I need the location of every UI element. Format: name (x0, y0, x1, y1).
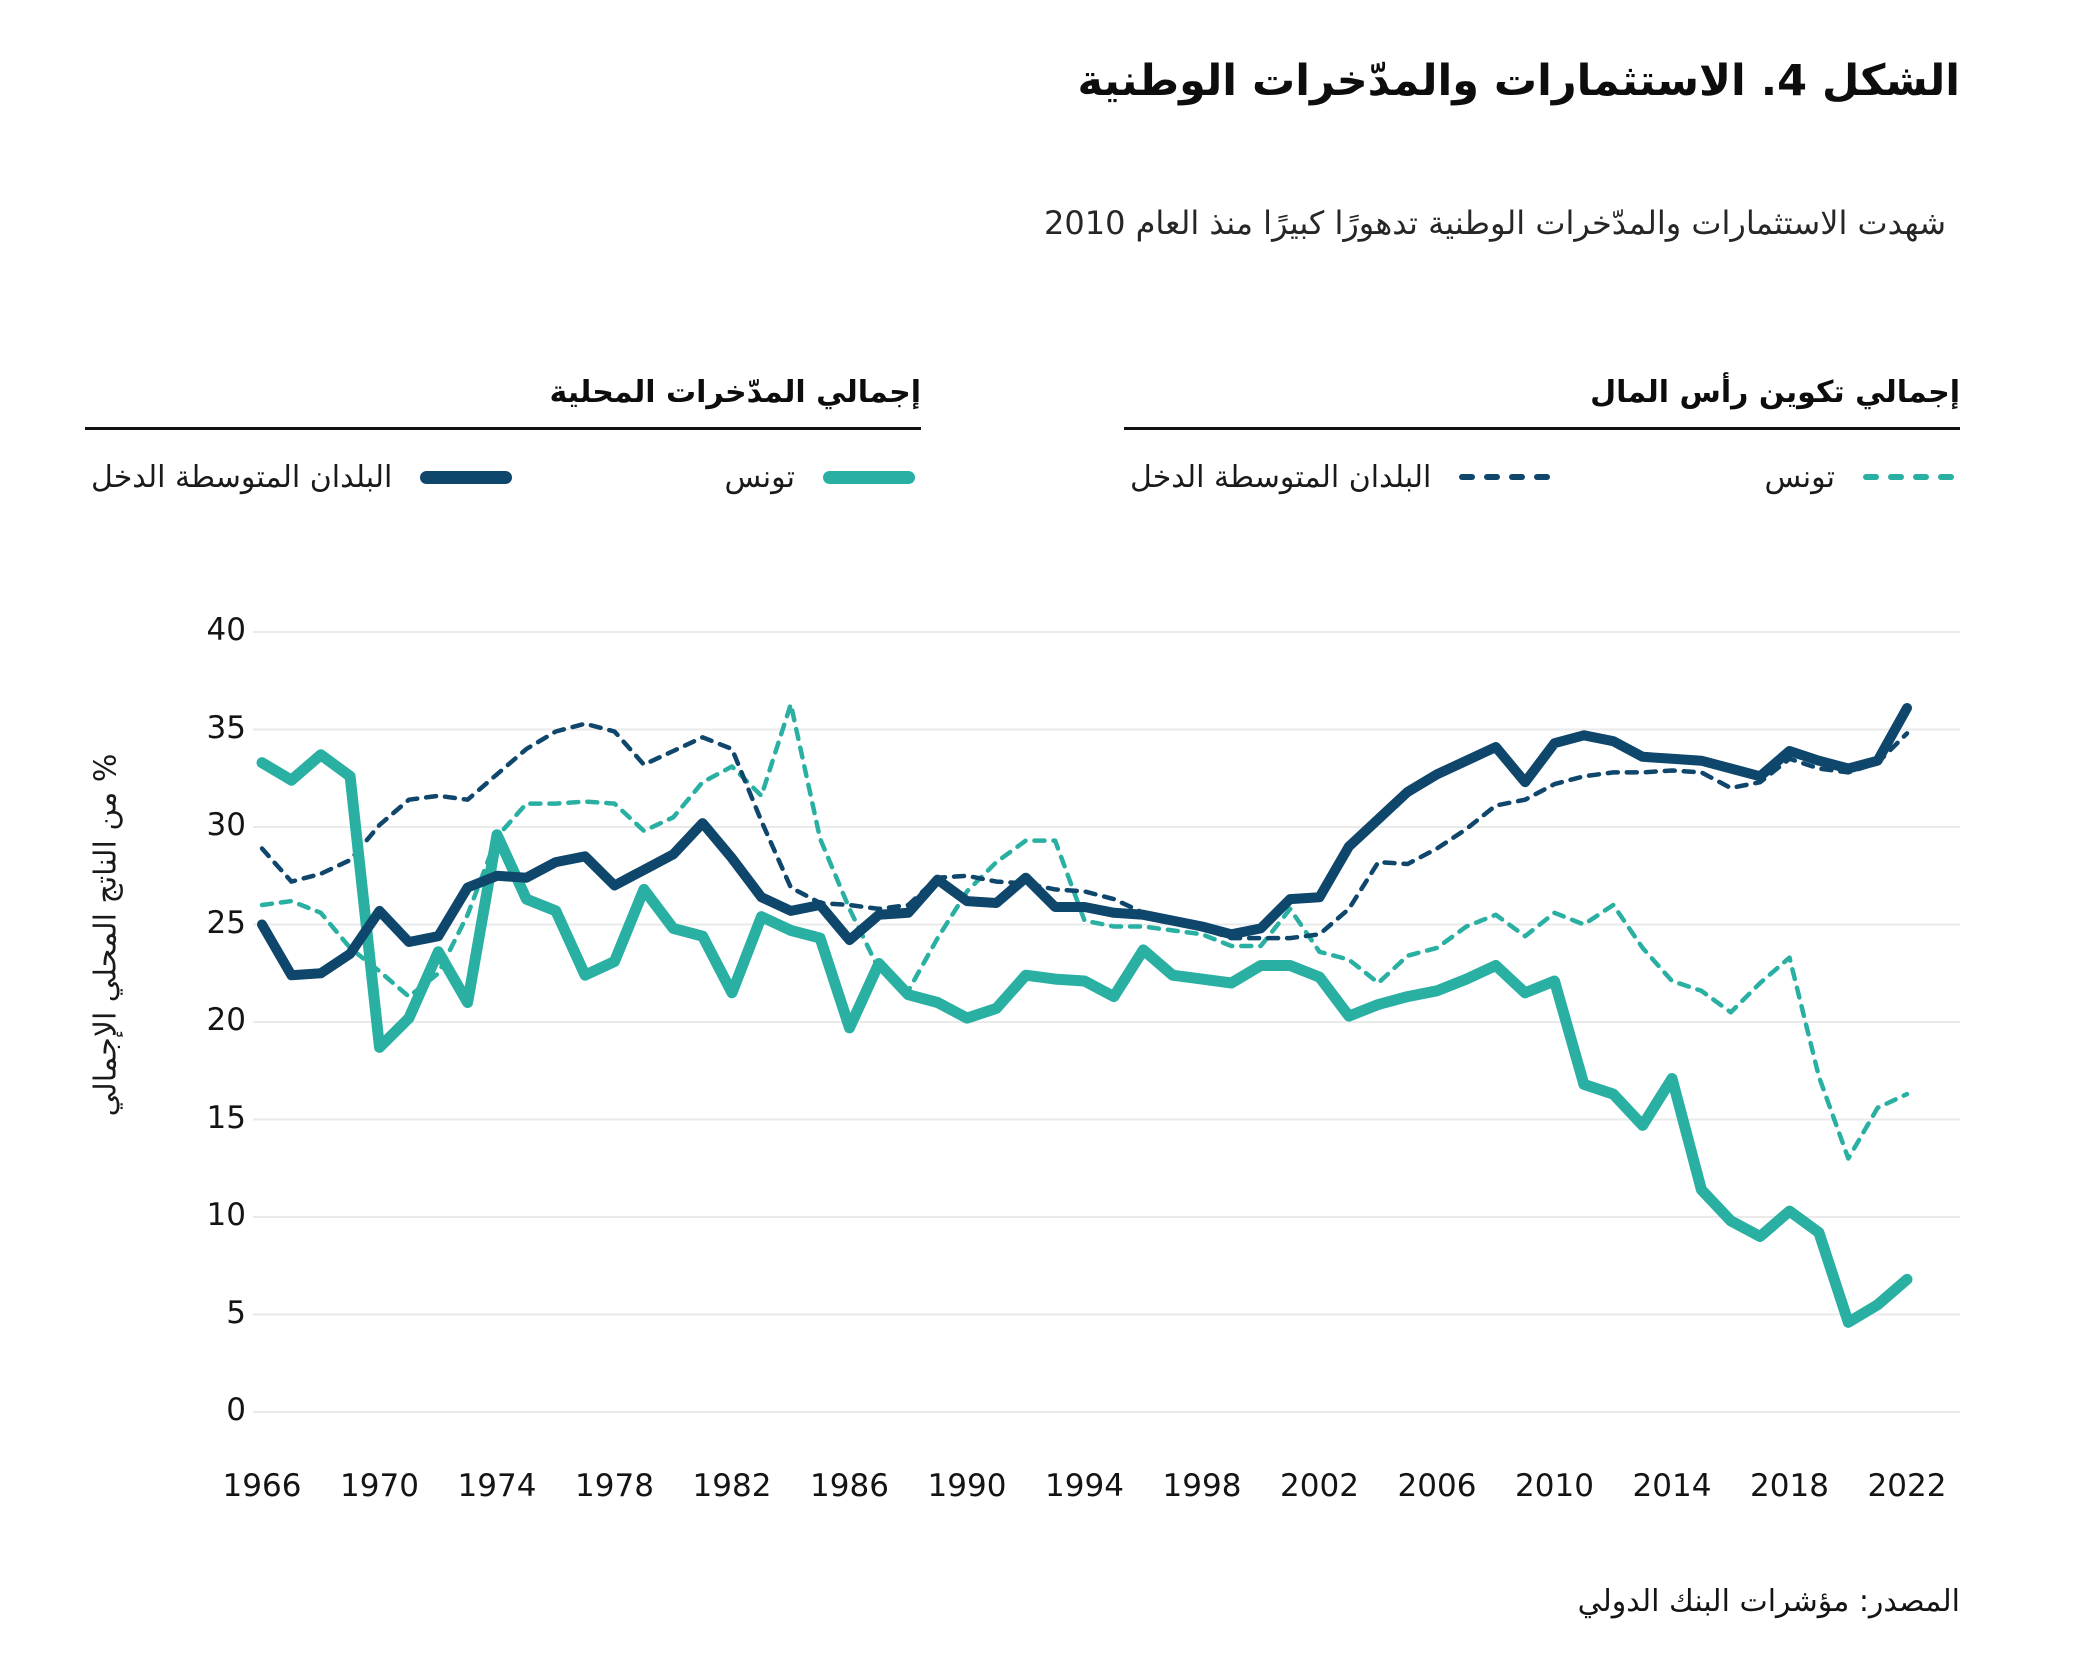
legend-item-gds-tunisia: تونس (725, 460, 915, 495)
source-note: المصدر: مؤشرات البنك الدولي (1577, 1584, 1960, 1619)
legend-group-domestic-savings: إجمالي المدّخرات المحلية تونس البلدان ال… (85, 375, 921, 495)
x-tick-label: 1986 (810, 1468, 889, 1504)
y-tick-label: 5 (226, 1294, 246, 1331)
y-tick-label: 40 (206, 612, 246, 648)
x-tick-label: 2014 (1632, 1468, 1712, 1504)
x-tick-label: 1966 (222, 1468, 302, 1504)
series-line-gcf-tunisia (259, 701, 1910, 1161)
legend-item-gcf-middle-income: البلدان المتوسطة الدخل (1130, 459, 1551, 495)
x-tick-label: 2018 (1750, 1468, 1829, 1504)
legend-item-gds-middle-income: البلدان المتوسطة الدخل (91, 459, 513, 495)
x-tick-label: 1970 (340, 1468, 419, 1504)
legend-item-label: البلدان المتوسطة الدخل (91, 459, 393, 495)
y-tick-label: 0 (226, 1392, 246, 1428)
legend-group-title: إجمالي المدّخرات المحلية (549, 375, 921, 410)
x-tick-label: 1974 (457, 1468, 537, 1504)
y-tick-label: 10 (206, 1197, 246, 1233)
y-tick-label: 35 (206, 709, 246, 746)
legend-row: تونس البلدان المتوسطة الدخل (1124, 460, 1960, 495)
series-line-gcf-mic (259, 721, 1910, 941)
legend-rule (85, 426, 921, 430)
legend-item-label: تونس (1764, 459, 1835, 495)
x-tick-label: 2022 (1867, 1468, 1947, 1504)
series-line-gds-mic (257, 703, 1912, 981)
y-tick-label: 15 (206, 1099, 246, 1136)
y-tick-label: 20 (206, 1002, 246, 1038)
x-tick-label: 1990 (927, 1468, 1007, 1504)
y-tick-label: 30 (206, 807, 246, 843)
x-tick-label: 2006 (1397, 1468, 1477, 1504)
dashed-navy-line-swatch-icon (1459, 470, 1551, 484)
legend-item-label: تونس (724, 459, 795, 495)
legend-group-capital-formation: إجمالي تكوين رأس المال تونس البلدان المت… (1124, 375, 1960, 495)
x-tick-label: 1982 (692, 1468, 772, 1504)
x-tick-label: 2010 (1515, 1468, 1594, 1504)
x-tick-label: 1994 (1045, 1468, 1124, 1504)
x-tick-label: 1998 (1162, 1468, 1242, 1504)
solid-navy-line-swatch-icon (420, 470, 513, 484)
series-line-gds-tunisia (256, 749, 1913, 1328)
legend-row: تونس البلدان المتوسطة الدخل (85, 460, 921, 495)
page-subtitle: شهدت الاستثمارات والمدّخرات الوطنية تدهو… (1043, 204, 1946, 242)
chart-canvas (253, 631, 1960, 1413)
legend-group-title: إجمالي تكوين رأس المال (1590, 375, 1960, 410)
x-tick-label: 2002 (1280, 1468, 1359, 1504)
x-tick-label: 1978 (575, 1468, 654, 1504)
page-title: الشكل 4. الاستثمارات والمدّخرات الوطنية (1077, 56, 1961, 106)
y-tick-label: 25 (206, 904, 246, 941)
solid-teal-line-swatch-icon (823, 470, 915, 484)
dashed-teal-line-swatch-icon (1863, 470, 1954, 484)
legend-item-gcf-tunisia: تونس (1765, 460, 1954, 495)
legend-rule (1124, 426, 1960, 430)
legend-item-label: البلدان المتوسطة الدخل (1130, 459, 1432, 495)
